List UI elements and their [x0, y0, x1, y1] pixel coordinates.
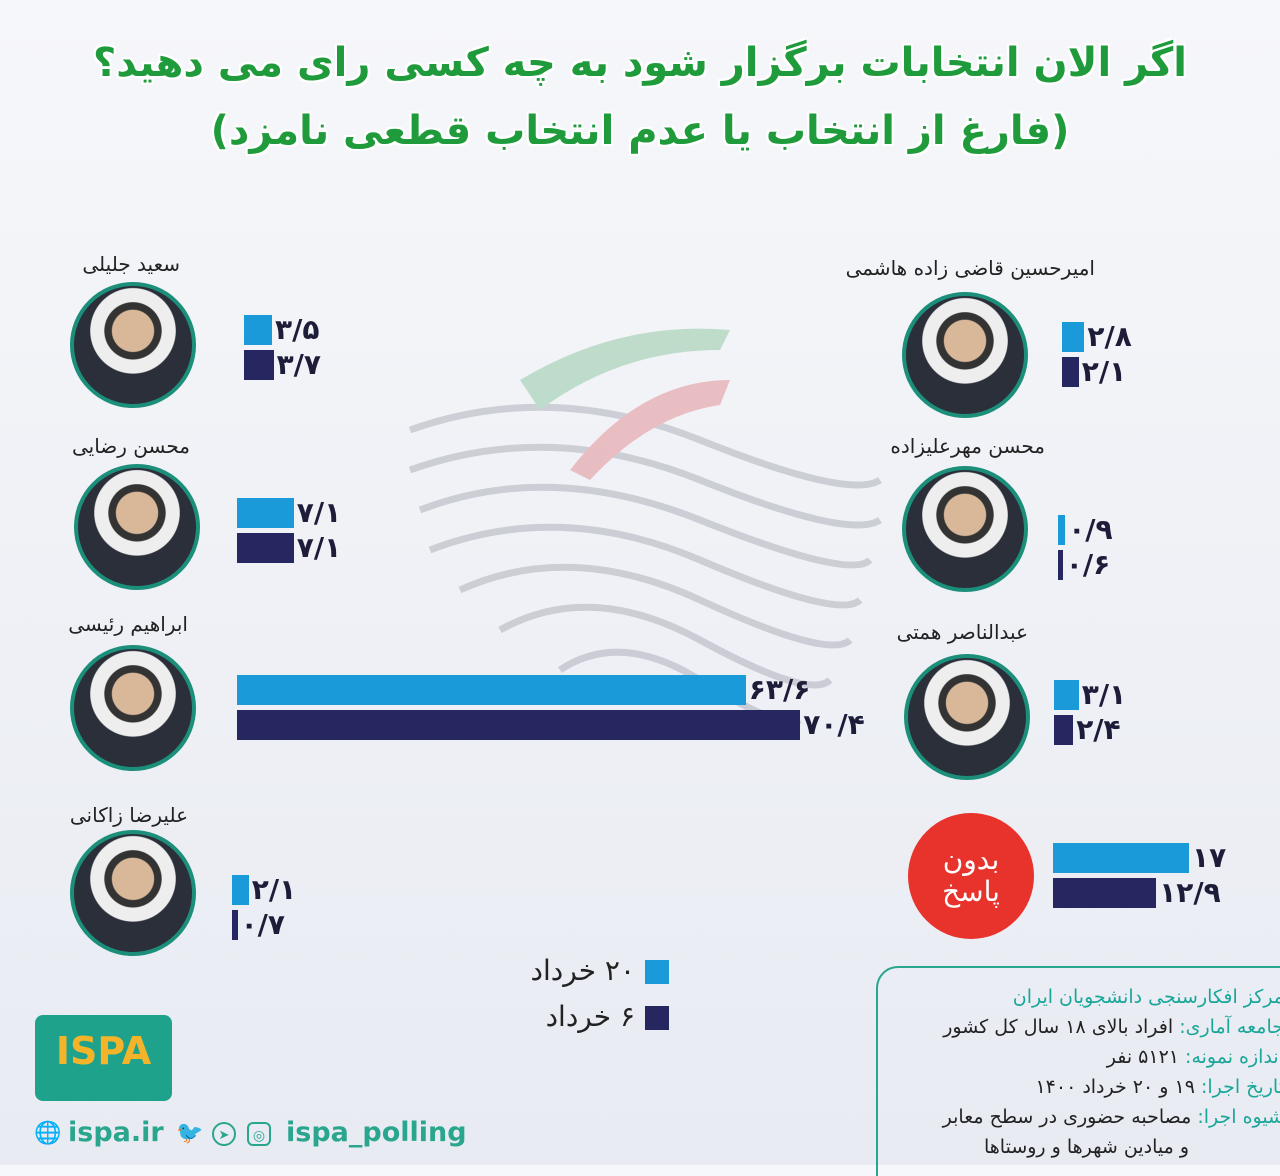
data-label: ۷/۱ [296, 531, 342, 564]
website-link[interactable]: ispa.ir [68, 1117, 164, 1148]
bar-20-khordad [237, 675, 746, 705]
data-label: ۳/۷ [276, 348, 321, 381]
bar-6-khordad [1062, 357, 1079, 387]
candidate-name: عبدالناصر همتی [896, 620, 1028, 644]
candidate-name: سعید جلیلی [82, 252, 180, 276]
data-label: ۰/۷ [240, 908, 285, 941]
data-label: ۲/۴ [1076, 713, 1121, 746]
globe-icon: 🌐 [34, 1121, 62, 1146]
bar-6-khordad [1053, 878, 1157, 908]
no-answer-badge: بدون پاسخ [908, 813, 1034, 939]
data-label: ۶۳/۶ [748, 673, 811, 706]
legend-swatch-20-khordad [645, 960, 669, 984]
fingerprint-flag-watermark [408, 328, 882, 726]
candidate-photo [904, 654, 1030, 780]
data-label: ۳/۱ [1081, 678, 1127, 711]
info-key: شیوه اجرا: [1197, 1106, 1280, 1128]
info-key: اندازه نمونه: [1185, 1046, 1280, 1068]
info-value: ۵۱۲۱ نفر [1106, 1046, 1186, 1068]
candidate-name: علیرضا زاکانی [69, 803, 188, 827]
legend-label-6-khordad: ۶ خرداد [545, 1000, 635, 1033]
bar-6-khordad [1054, 715, 1074, 745]
legend-swatch-6-khordad [645, 1006, 669, 1030]
chart-title: اگر الان انتخابات برگزار شود به چه کسی ر… [93, 40, 1187, 86]
info-value: افراد بالای ۱۸ سال کل کشور [943, 1016, 1180, 1038]
data-label: ۱۷ [1192, 841, 1227, 874]
data-label: ۷/۱ [296, 496, 342, 529]
candidate-photo [70, 645, 196, 771]
bar-20-khordad [244, 315, 272, 345]
candidate-photo [70, 830, 196, 956]
bar-20-khordad [1058, 515, 1066, 545]
bar-20-khordad [1053, 843, 1189, 873]
candidate-photo [70, 282, 196, 408]
org-name: مرکز افکارسنجی دانشجویان ایران [1012, 986, 1280, 1008]
data-label: ۳/۵ [275, 313, 320, 346]
twitter-icon[interactable]: 🐦 [176, 1121, 204, 1146]
candidate-name: محسن رضایی [71, 434, 190, 458]
candidate-name: محسن مهرعلیزاده [890, 434, 1045, 458]
data-label: ۰/۶ [1065, 548, 1111, 581]
instagram-icon[interactable]: ◎ [247, 1122, 271, 1146]
bar-6-khordad [1058, 550, 1063, 580]
legend-label-20-khordad: ۲۰ خرداد [530, 954, 635, 987]
info-value: مصاحبه حضوری در سطح معابر [942, 1106, 1198, 1128]
data-label: ۲/۱ [251, 873, 297, 906]
data-label: ۱۲/۹ [1159, 876, 1221, 909]
data-label: ۲/۸ [1087, 320, 1132, 353]
candidate-photo [902, 466, 1028, 592]
survey-info-box: مرکز افکارسنجی دانشجویان ایران جامعه آما… [876, 966, 1280, 1176]
candidate-photo [902, 292, 1028, 418]
bar-6-khordad [244, 350, 274, 380]
bar-20-khordad [1062, 322, 1085, 352]
social-handle[interactable]: ispa_polling [286, 1117, 467, 1148]
candidate-name: ابراهیم رئیسی [68, 612, 188, 636]
bar-20-khordad [237, 498, 294, 528]
ispa-logo: ISPA [35, 1015, 172, 1101]
bar-6-khordad [237, 533, 294, 563]
bar-20-khordad [1054, 680, 1079, 710]
no-answer-line1: بدون [942, 842, 1000, 876]
info-key: جامعه آماری: [1179, 1016, 1280, 1038]
bar-6-khordad [237, 710, 801, 740]
info-value: ۱۹ و ۲۰ خرداد ۱۴۰۰ [1035, 1076, 1201, 1098]
data-label: ۲/۱ [1081, 355, 1127, 388]
bar-20-khordad [232, 875, 249, 905]
info-value: و میادین شهرها و روستاها [984, 1136, 1189, 1158]
telegram-icon[interactable]: ➤ [212, 1122, 236, 1146]
info-key: تاریخ اجرا: [1200, 1076, 1280, 1098]
no-answer-line2: پاسخ [942, 875, 1000, 908]
candidate-name: امیرحسین قاضی زاده هاشمی [845, 256, 1095, 280]
bar-6-khordad [232, 910, 238, 940]
chart-subtitle: (فارغ از انتخاب یا عدم انتخاب قطعی نامزد… [210, 108, 1070, 154]
candidate-photo [74, 464, 200, 590]
data-label: ۷۰/۴ [803, 708, 865, 741]
data-label: ۰/۹ [1068, 513, 1113, 546]
